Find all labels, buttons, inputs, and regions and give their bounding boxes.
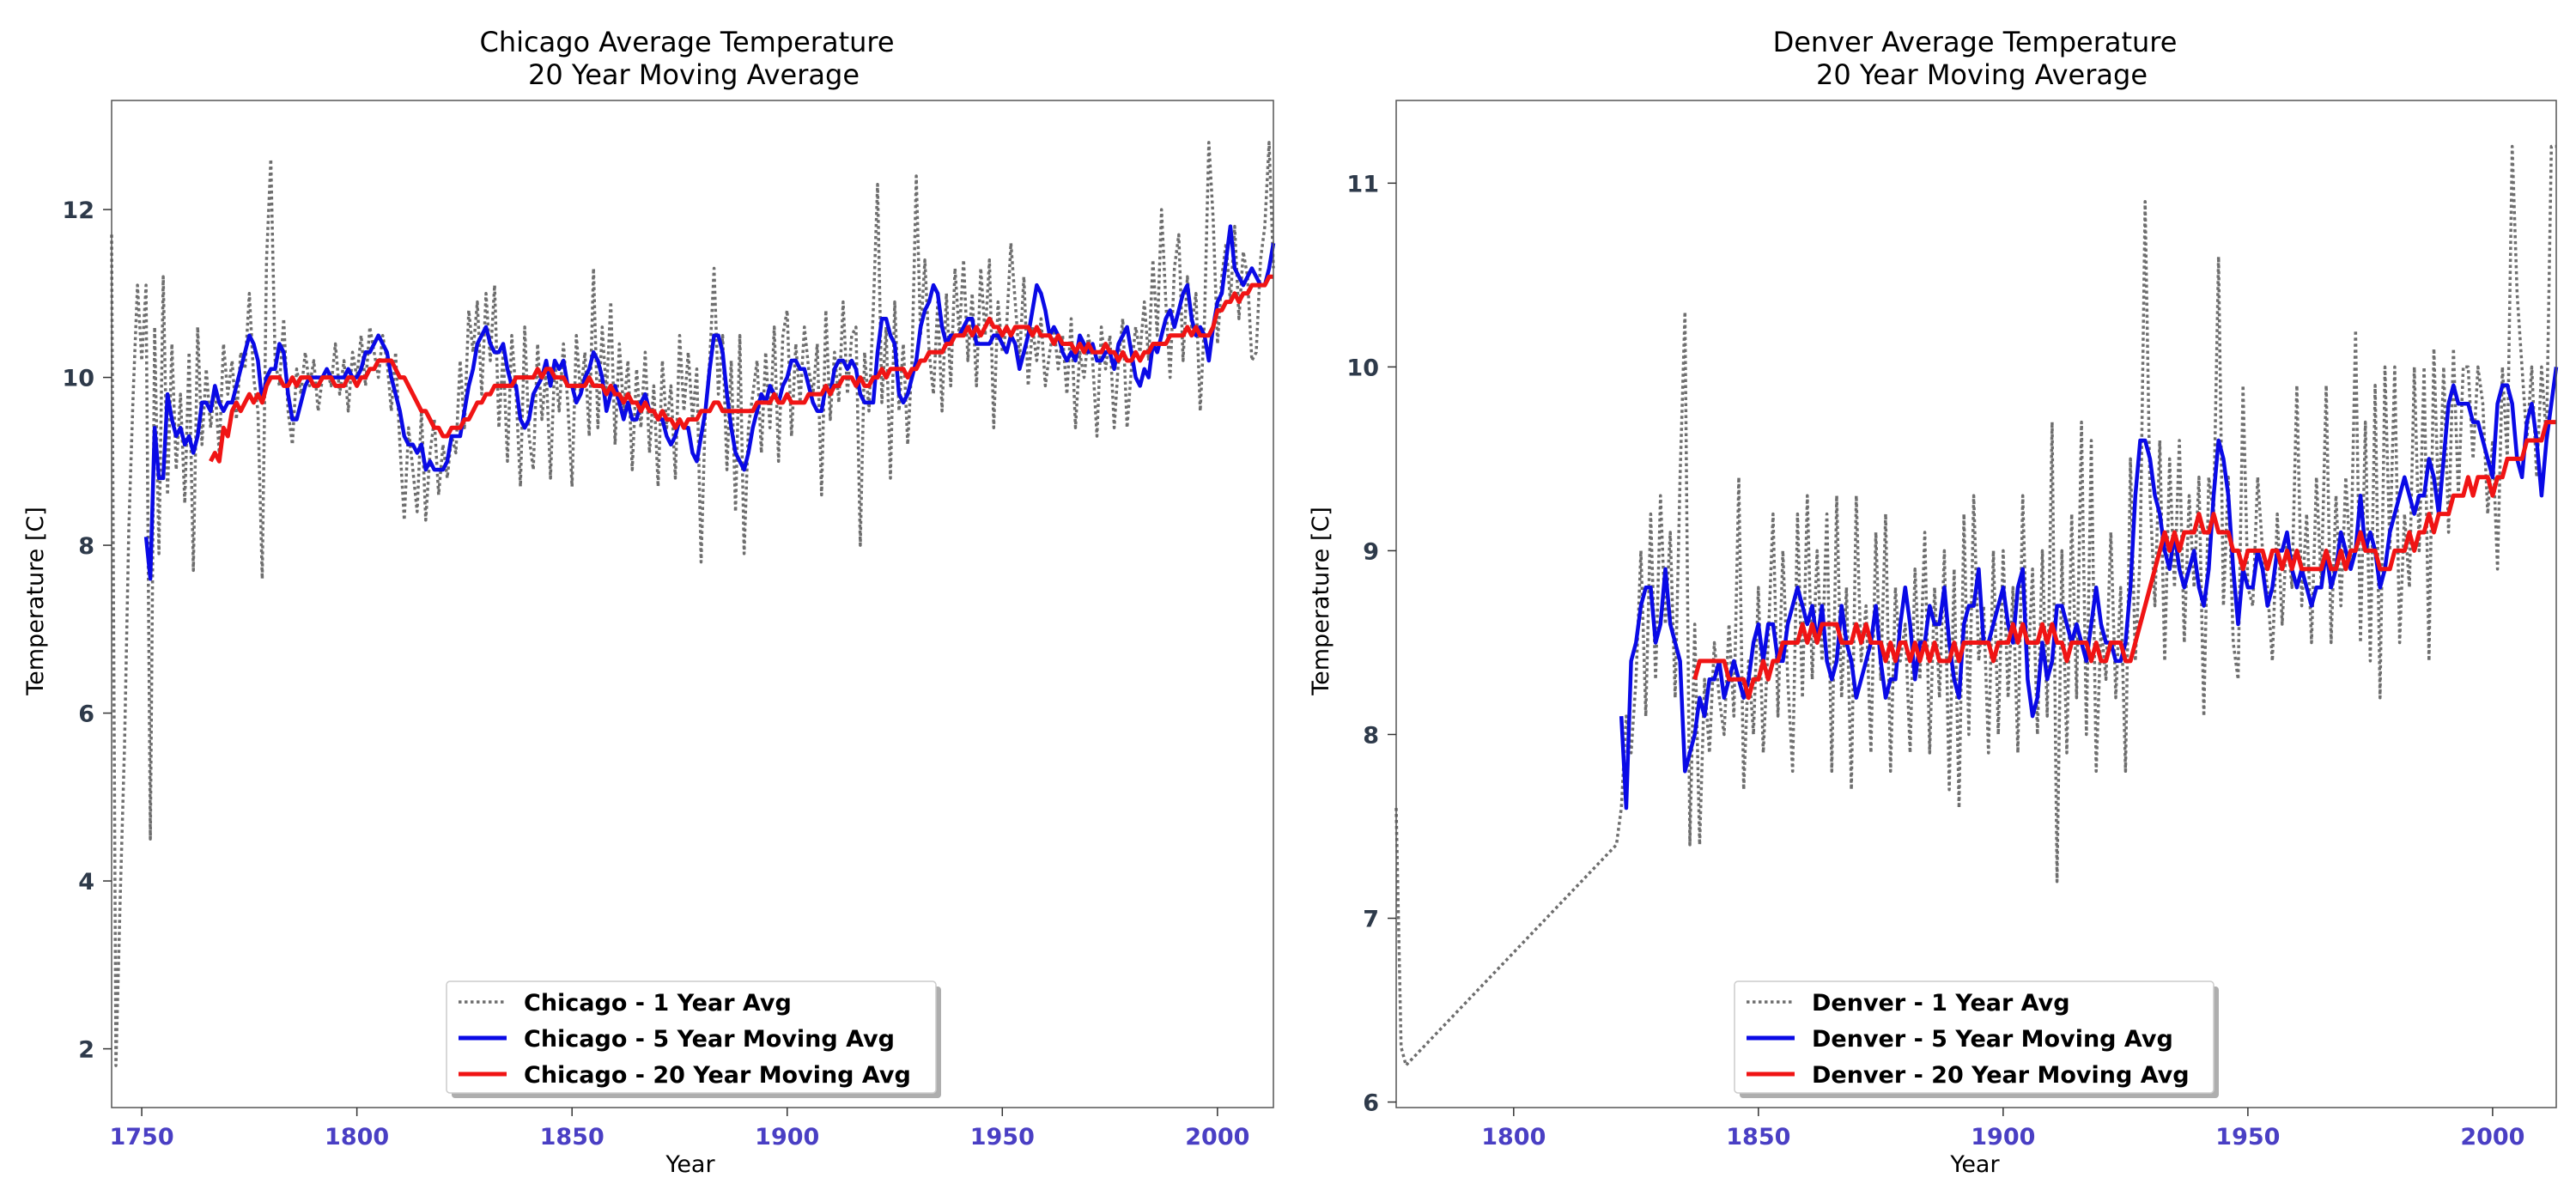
y-tick-label: 12 <box>62 197 94 224</box>
plot-area: 2 4 6 8 10 12 1750 1800 1850 1900 1950 2000 Chicago … <box>62 100 1276 1150</box>
y-tick-label: 2 <box>78 1037 94 1064</box>
legend-label: Chicago - 5 Year Moving Avg <box>524 1026 895 1053</box>
y-axis-label: Temperature [C] <box>22 507 49 696</box>
y-tick-label: 6 <box>1363 1090 1379 1117</box>
y-tick-label: 6 <box>78 701 94 728</box>
chart-subtitle: 20 Year Moving Average <box>1816 58 2148 91</box>
legend-label: Denver - 1 Year Avg <box>1812 990 2070 1017</box>
y-tick-label: 8 <box>1363 722 1379 749</box>
chicago-chart: Chicago Average Temperature 20 Year Movi… <box>22 26 1276 1178</box>
x-tick-label: 2000 <box>2460 1124 2524 1150</box>
legend-label: Denver - 20 Year Moving Avg <box>1812 1062 2190 1089</box>
legend-label: Denver - 5 Year Moving Avg <box>1812 1026 2173 1053</box>
x-tick-label: 1950 <box>970 1124 1035 1150</box>
chart-title: Denver Average Temperature <box>1773 26 2178 58</box>
legend: Denver - 1 Year Avg Denver - 5 Year Movin… <box>1734 980 2219 1098</box>
chart-title: Chicago Average Temperature <box>479 26 894 58</box>
plot-frame <box>1395 100 2557 1108</box>
x-tick-label: 1950 <box>2215 1124 2280 1150</box>
y-tick-label: 4 <box>78 869 94 895</box>
x-tick-label: 2000 <box>1185 1124 1249 1150</box>
legend-label: Chicago - 20 Year Moving Avg <box>524 1062 911 1089</box>
x-axis-label: Year <box>1949 1151 2000 1178</box>
y-tick-label: 8 <box>78 533 94 560</box>
plot-area: 6 7 8 9 10 11 1800 1850 1900 1950 2000 Denver - 1 Y… <box>1346 100 2559 1150</box>
legend: Chicago - 1 Year Avg Chicago - 5 Year Mov… <box>446 980 941 1098</box>
y-tick-label: 10 <box>62 366 94 392</box>
legend-box <box>446 980 937 1094</box>
x-axis-label: Year <box>665 1151 715 1178</box>
series-line-20yr <box>209 274 1273 464</box>
legend-box <box>1734 980 2215 1094</box>
y-axis-label: Temperature [C] <box>1308 507 1334 696</box>
series-line-1yr <box>110 141 1275 1067</box>
series-line-5yr <box>1619 367 2559 810</box>
x-tick-label: 1800 <box>1481 1124 1546 1150</box>
x-tick-label: 1850 <box>540 1124 605 1150</box>
series-line-20yr <box>1692 420 2556 701</box>
x-tick-label: 1900 <box>755 1124 819 1150</box>
chart-subtitle: 20 Year Moving Average <box>528 58 860 91</box>
y-tick-label: 9 <box>1363 538 1379 565</box>
plot-frame <box>111 100 1274 1108</box>
x-tick-label: 1900 <box>1971 1124 2035 1150</box>
x-tick-label: 1750 <box>109 1124 173 1150</box>
denver-chart: Denver Average Temperature 20 Year Movin… <box>1308 26 2559 1178</box>
y-tick-label: 10 <box>1346 355 1379 381</box>
legend-label: Chicago - 1 Year Avg <box>524 990 792 1017</box>
y-tick-label: 11 <box>1346 171 1379 197</box>
x-tick-label: 1800 <box>325 1124 389 1150</box>
x-tick-label: 1850 <box>1726 1124 1790 1150</box>
y-tick-label: 7 <box>1363 907 1379 933</box>
